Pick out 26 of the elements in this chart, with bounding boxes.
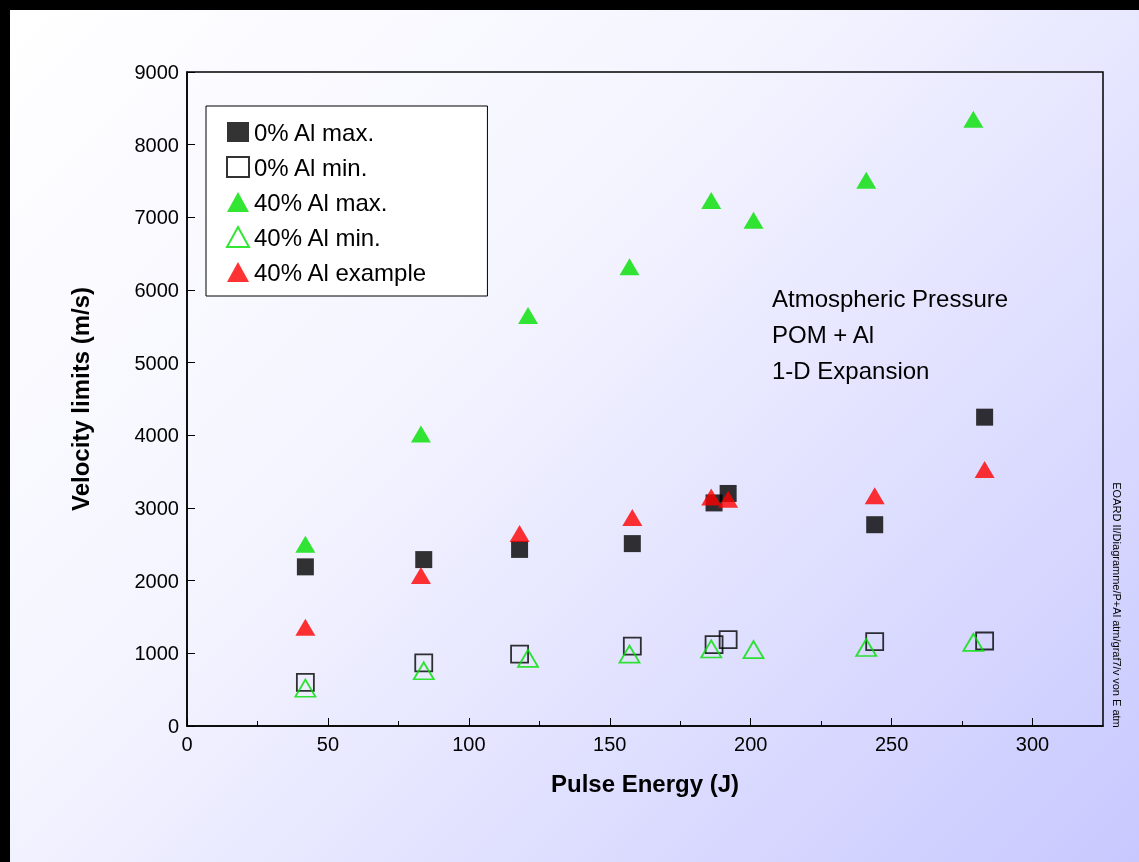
legend-label: 40% Al max. xyxy=(254,188,388,216)
x-tick-label: 250 xyxy=(874,733,909,755)
x-tick-label: 50 xyxy=(316,733,340,755)
legend-label: 40% Al min. xyxy=(254,223,381,251)
y-tick-label: 5000 xyxy=(134,351,179,374)
y-tick-label: 9000 xyxy=(134,61,179,83)
x-tick-label: 0 xyxy=(181,733,193,755)
y-tick-label: 7000 xyxy=(134,206,179,229)
legend-label: 0% Al max. xyxy=(254,118,375,146)
x-tick-label: 200 xyxy=(734,733,768,755)
legend-label: 0% Al min. xyxy=(254,153,368,181)
x-tick-label: 100 xyxy=(452,733,486,755)
y-tick-label: 3000 xyxy=(134,497,179,519)
y-tick-label: 8000 xyxy=(134,133,179,156)
x-tick-label: 300 xyxy=(1015,733,1050,755)
annotation: Atmospheric Pressure POM + Al 1-D Expansion xyxy=(772,284,1009,384)
y-tick-label: 4000 xyxy=(134,424,179,447)
text: EOARD II/Diagramme/P+Al atm/graf7/v von E atm xyxy=(1110,482,1123,728)
x-axis-title: Pulse Energy (J) xyxy=(550,769,740,797)
y-tick-label: 2000 xyxy=(134,569,179,592)
y-tick-label: 1000 xyxy=(134,642,179,665)
y-tick-label: 6000 xyxy=(134,279,179,301)
legend-label: 40% Al example xyxy=(254,258,427,286)
y-axis-title: Velocity limits (m/s) xyxy=(66,286,94,512)
y-tick-label: 0 xyxy=(167,715,179,737)
x-tick-label: 150 xyxy=(593,733,627,755)
